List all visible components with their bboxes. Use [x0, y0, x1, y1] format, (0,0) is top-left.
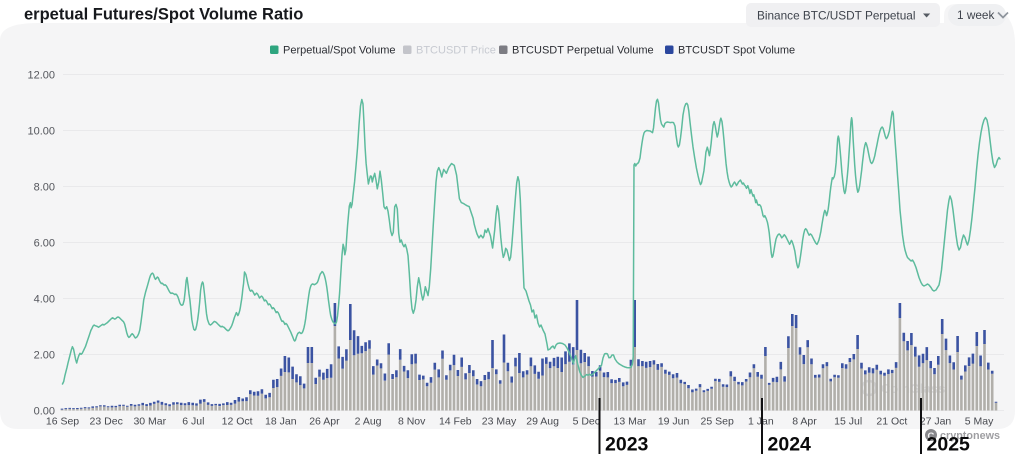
svg-text:23 May: 23 May — [482, 416, 517, 428]
svg-text:BTCUSDT Spot Volume: BTCUSDT Spot Volume — [678, 45, 795, 57]
svg-text:C: C — [928, 431, 935, 442]
svg-text:6 Jul: 6 Jul — [182, 416, 204, 428]
svg-text:BTCUSDT Price: BTCUSDT Price — [416, 45, 496, 57]
svg-text:1 Jan: 1 Jan — [748, 416, 774, 428]
svg-text:19 Jun: 19 Jun — [658, 416, 690, 428]
svg-text:10.00: 10.00 — [27, 125, 55, 137]
svg-text:16 Sep: 16 Sep — [46, 416, 79, 428]
svg-text:8 Apr: 8 Apr — [792, 416, 817, 428]
svg-text:4.00: 4.00 — [34, 293, 55, 305]
svg-text:23 Dec: 23 Dec — [90, 416, 123, 428]
svg-text:1 week: 1 week — [957, 8, 994, 22]
svg-text:BTCUSDT Perpetual Volume: BTCUSDT Perpetual Volume — [512, 45, 654, 57]
svg-text:2.00: 2.00 — [34, 349, 55, 361]
svg-text:8.00: 8.00 — [34, 181, 55, 193]
svg-text:30 Mar: 30 Mar — [133, 416, 166, 428]
svg-text:Binance BTC/USDT Perpetual: Binance BTC/USDT Perpetual — [757, 9, 915, 23]
svg-text:29 Aug: 29 Aug — [526, 416, 559, 428]
svg-text:12.00: 12.00 — [27, 69, 55, 81]
svg-text:5 Dec: 5 Dec — [573, 416, 600, 428]
svg-text:21 Oct: 21 Oct — [876, 416, 907, 428]
svg-text:erpetual Futures/Spot Volume R: erpetual Futures/Spot Volume Ratio — [24, 6, 303, 24]
svg-text:15 Jul: 15 Jul — [834, 416, 862, 428]
svg-text:5 May: 5 May — [965, 416, 994, 428]
svg-text:2025: 2025 — [927, 434, 971, 456]
svg-text:2024: 2024 — [768, 434, 812, 456]
svg-text:cryptonews: cryptonews — [940, 430, 1000, 442]
svg-text:18 Jan: 18 Jan — [265, 416, 297, 428]
svg-text:27 Jan: 27 Jan — [920, 416, 952, 428]
svg-text:Perpetual/Spot Volume: Perpetual/Spot Volume — [283, 45, 396, 57]
svg-text:25 Sep: 25 Sep — [701, 416, 734, 428]
svg-text:0.00: 0.00 — [34, 405, 55, 417]
svg-text:26 Apr: 26 Apr — [309, 416, 340, 428]
svg-text:14 Feb: 14 Feb — [439, 416, 472, 428]
svg-text:2023: 2023 — [605, 434, 649, 456]
svg-text:12 Oct: 12 Oct — [222, 416, 253, 428]
svg-text:6.00: 6.00 — [34, 237, 55, 249]
svg-text:2 Aug: 2 Aug — [355, 416, 382, 428]
svg-text:13 Mar: 13 Mar — [614, 416, 647, 428]
svg-text:8 Nov: 8 Nov — [398, 416, 426, 428]
